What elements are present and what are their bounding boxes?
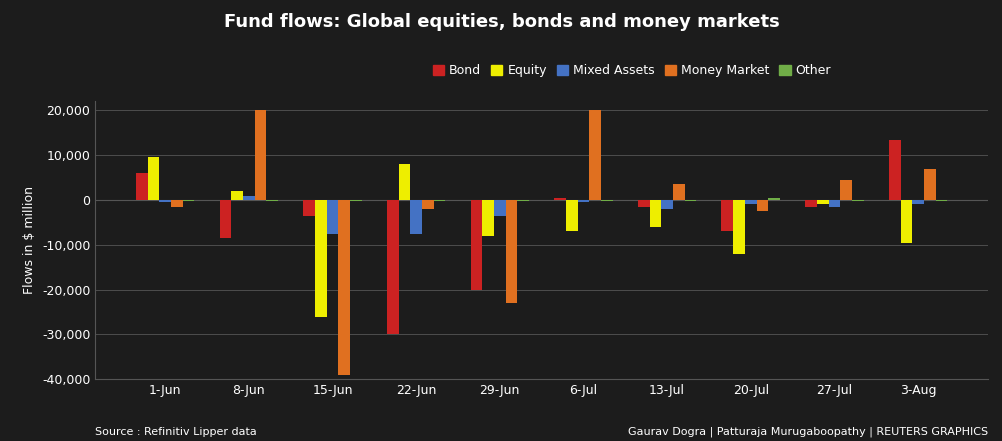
Bar <box>720 200 732 232</box>
Bar <box>768 198 780 200</box>
Bar <box>565 200 577 232</box>
Bar <box>577 200 589 202</box>
Bar <box>851 200 863 202</box>
Bar <box>816 200 828 205</box>
Bar <box>660 200 672 209</box>
Bar <box>935 200 947 202</box>
Bar <box>231 191 242 200</box>
Bar <box>888 139 900 200</box>
Bar <box>135 173 147 200</box>
Bar <box>242 195 255 200</box>
Bar <box>267 200 278 202</box>
Bar <box>744 200 756 205</box>
Bar <box>517 200 528 202</box>
Bar <box>684 200 695 202</box>
Bar <box>219 200 231 238</box>
Bar <box>182 200 194 202</box>
Bar <box>387 200 398 334</box>
Bar <box>912 200 923 205</box>
Bar <box>159 200 170 202</box>
Bar <box>505 200 517 303</box>
Bar <box>147 157 159 200</box>
Text: Fund flows: Global equities, bonds and money markets: Fund flows: Global equities, bonds and m… <box>223 13 779 31</box>
Bar <box>410 200 422 234</box>
Y-axis label: Flows in $ million: Flows in $ million <box>23 187 36 294</box>
Bar <box>255 110 267 200</box>
Bar <box>315 200 327 317</box>
Bar <box>554 198 565 200</box>
Bar <box>482 200 493 236</box>
Bar <box>338 200 350 375</box>
Bar <box>470 200 482 290</box>
Bar <box>170 200 182 207</box>
Text: Gaurav Dogra | Patturaja Murugaboopathy | REUTERS GRAPHICS: Gaurav Dogra | Patturaja Murugaboopathy … <box>627 426 987 437</box>
Bar <box>756 200 768 211</box>
Bar <box>398 164 410 200</box>
Bar <box>828 200 840 207</box>
Bar <box>637 200 649 207</box>
Bar <box>649 200 660 227</box>
Bar <box>732 200 744 254</box>
Bar <box>900 200 912 243</box>
Bar <box>350 200 362 202</box>
Bar <box>327 200 338 234</box>
Bar <box>805 200 816 207</box>
Bar <box>303 200 315 216</box>
Bar <box>422 200 433 209</box>
Bar <box>433 200 445 202</box>
Bar <box>672 184 684 200</box>
Bar <box>923 168 935 200</box>
Legend: Bond, Equity, Mixed Assets, Money Market, Other: Bond, Equity, Mixed Assets, Money Market… <box>427 59 836 82</box>
Bar <box>840 180 851 200</box>
Bar <box>600 200 612 202</box>
Bar <box>589 110 600 200</box>
Bar <box>493 200 505 216</box>
Text: Source : Refinitiv Lipper data: Source : Refinitiv Lipper data <box>95 426 257 437</box>
